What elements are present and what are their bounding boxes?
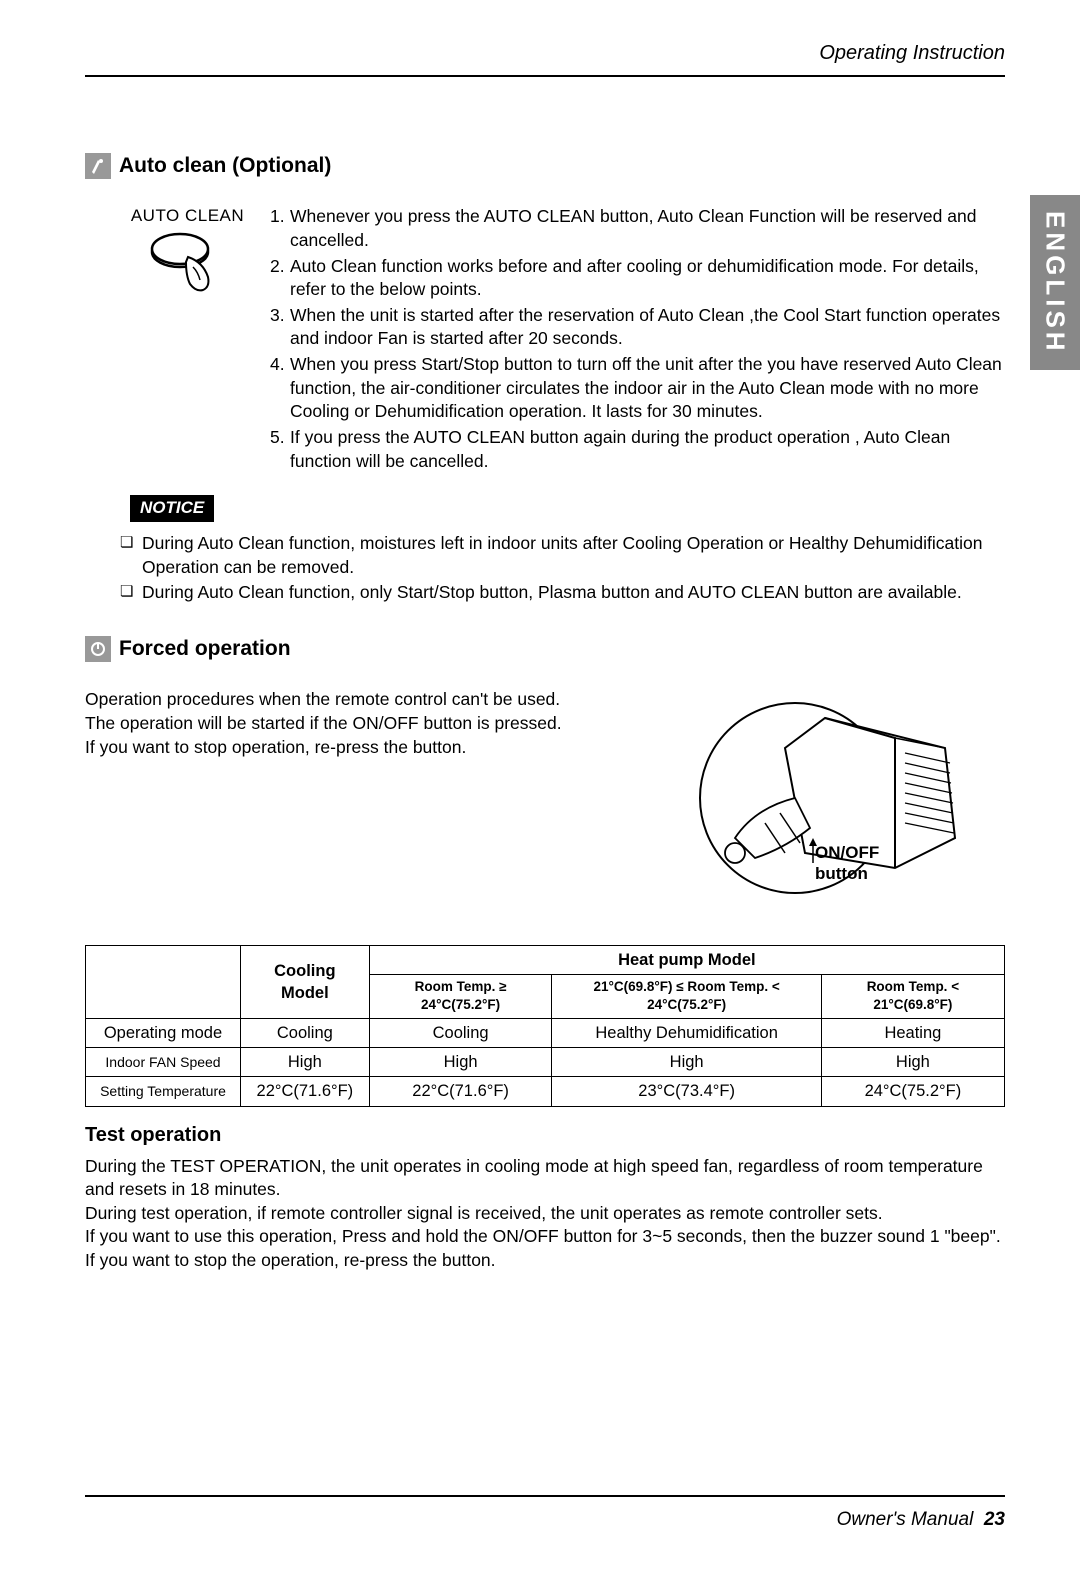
auto-clean-item: Whenever you press the AUTO CLEAN button… <box>270 205 1005 252</box>
page-footer: Owner's Manual 23 <box>85 1495 1005 1533</box>
forced-line: The operation will be started if the ON/… <box>85 712 645 736</box>
cell: 22°C(71.6°F) <box>241 1077 370 1106</box>
language-tab: ENGLISH <box>1030 195 1080 370</box>
cell: Healthy Dehumidification <box>552 1018 821 1047</box>
forced-text: Operation procedures when the remote con… <box>85 688 645 905</box>
row-label: Indoor FAN Speed <box>86 1047 241 1076</box>
table-corner <box>86 946 241 1019</box>
header-title: Operating Instruction <box>819 42 1005 64</box>
auto-clean-button-label: AUTO CLEAN <box>130 205 245 228</box>
auto-clean-heading: Auto clean (Optional) <box>85 152 1005 180</box>
onoff-l2: button <box>815 864 868 883</box>
forced-icon <box>85 636 111 662</box>
notice-item: During Auto Clean function, only Start/S… <box>120 581 1005 605</box>
heat-pump-header: Heat pump Model <box>369 946 1004 975</box>
auto-clean-item: If you press the AUTO CLEAN button again… <box>270 426 1005 473</box>
cell: 22°C(71.6°F) <box>369 1077 552 1106</box>
onoff-button-label: ON/OFF button <box>815 843 879 884</box>
forced-heading: Forced operation <box>85 635 1005 663</box>
cell: Cooling <box>241 1018 370 1047</box>
onoff-l1: ON/OFF <box>815 843 879 862</box>
auto-clean-icon <box>85 153 111 179</box>
cell: High <box>552 1047 821 1076</box>
cell: High <box>241 1047 370 1076</box>
cell: Heating <box>821 1018 1004 1047</box>
table-row: Operating mode Cooling Cooling Healthy D… <box>86 1018 1005 1047</box>
table-row: Setting Temperature 22°C(71.6°F) 22°C(71… <box>86 1077 1005 1106</box>
auto-clean-block: AUTO CLEAN Whenever you press the AUTO C… <box>85 205 1005 475</box>
forced-line: If you want to stop operation, re-press … <box>85 736 645 760</box>
language-tab-text: ENGLISH <box>1037 211 1072 355</box>
cell: 23°C(73.4°F) <box>552 1077 821 1106</box>
test-line: If you want to stop the operation, re-pr… <box>85 1249 1005 1273</box>
cell: Cooling <box>369 1018 552 1047</box>
notice-item: During Auto Clean function, moistures le… <box>120 532 1005 579</box>
page-number: 23 <box>984 1509 1005 1530</box>
cooling-model-header: Cooling Model <box>241 946 370 1019</box>
footer-text: Owner's Manual <box>837 1509 974 1530</box>
forced-row: Operation procedures when the remote con… <box>85 688 1005 905</box>
row-label: Operating mode <box>86 1018 241 1047</box>
hp-col-3: Room Temp. < 21°C(69.8°F) <box>821 975 1004 1018</box>
cell: High <box>821 1047 1004 1076</box>
ac-unit-illustration: ON/OFF button <box>665 688 1005 905</box>
hp-col-1: Room Temp. ≥ 24°C(75.2°F) <box>369 975 552 1018</box>
cell: 24°C(75.2°F) <box>821 1077 1004 1106</box>
auto-clean-button-illustration: AUTO CLEAN <box>130 205 245 475</box>
operation-spec-table: Cooling Model Heat pump Model Room Temp.… <box>85 945 1005 1107</box>
notice-label: NOTICE <box>130 495 214 522</box>
test-line: During the TEST OPERATION, the unit oper… <box>85 1155 1005 1202</box>
auto-clean-item: Auto Clean function works before and aft… <box>270 255 1005 302</box>
auto-clean-heading-text: Auto clean (Optional) <box>119 152 331 180</box>
test-line: If you want to use this operation, Press… <box>85 1225 1005 1249</box>
hp-col-2: 21°C(69.8°F) ≤ Room Temp. < 24°C(75.2°F) <box>552 975 821 1018</box>
auto-clean-item: When the unit is started after the reser… <box>270 304 1005 351</box>
test-heading: Test operation <box>85 1122 1005 1149</box>
auto-clean-item: When you press Start/Stop button to turn… <box>270 353 1005 424</box>
finger-press-icon <box>148 232 228 297</box>
row-label: Setting Temperature <box>86 1077 241 1106</box>
forced-line: Operation procedures when the remote con… <box>85 688 645 712</box>
forced-heading-text: Forced operation <box>119 635 291 663</box>
table-row: Indoor FAN Speed High High High High <box>86 1047 1005 1076</box>
notice-list: During Auto Clean function, moistures le… <box>85 532 1005 605</box>
test-line: During test operation, if remote control… <box>85 1202 1005 1226</box>
page-header: Operating Instruction <box>85 40 1005 77</box>
cell: High <box>369 1047 552 1076</box>
auto-clean-list: Whenever you press the AUTO CLEAN button… <box>270 205 1005 475</box>
